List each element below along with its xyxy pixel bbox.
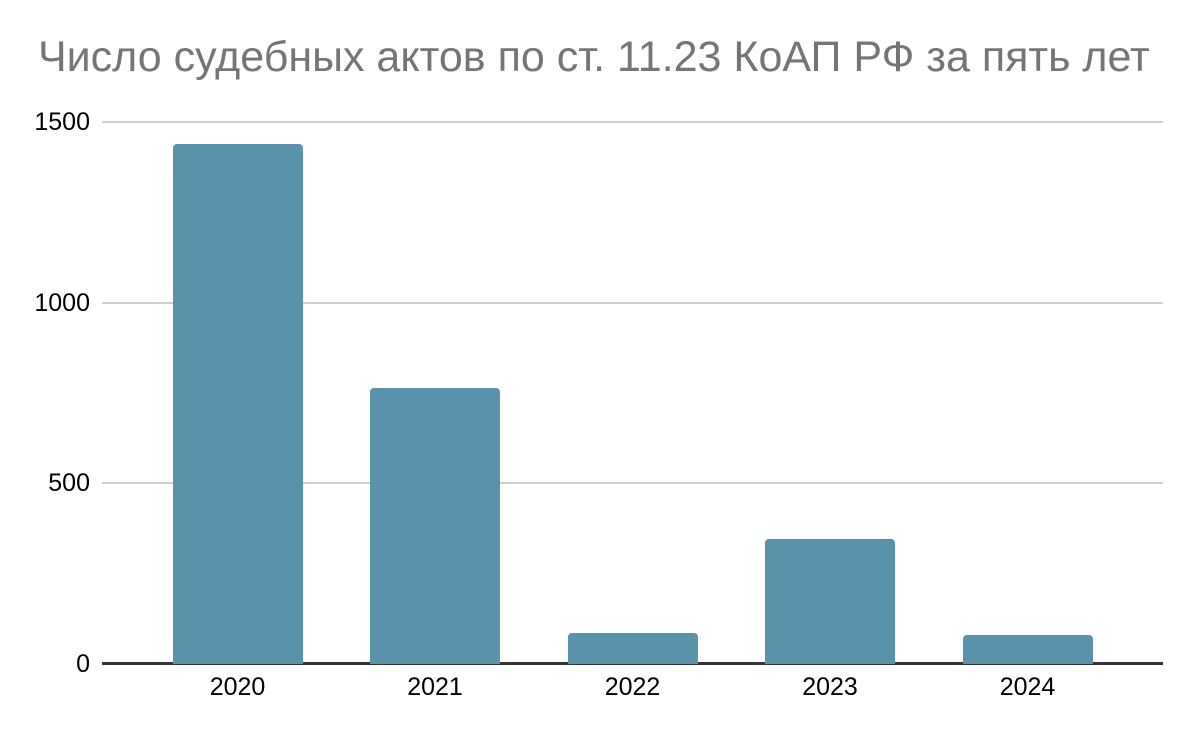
gridline-1000 (102, 301, 1163, 304)
x-tick-label-2020: 2020 (209, 673, 266, 701)
y-tick-label-0: 0 (76, 650, 90, 678)
y-tick-label-1500: 1500 (34, 108, 90, 136)
y-tick-label-500: 500 (48, 469, 90, 498)
x-tick-label-2021: 2021 (407, 673, 463, 701)
bar-2020 (172, 143, 303, 664)
bar-2022 (567, 633, 698, 664)
x-tick-label-2022: 2022 (604, 673, 661, 701)
bar-2023 (765, 539, 895, 664)
bar-2024 (962, 635, 1093, 664)
bar-2021 (370, 387, 500, 664)
plot-area (102, 121, 1163, 665)
y-tick-label-1000: 1000 (34, 288, 90, 317)
gridline-1500 (102, 121, 1163, 123)
x-tick-label-2023: 2023 (802, 673, 858, 701)
x-tick-label-2024: 2024 (999, 673, 1056, 701)
chart-title: Число судебных актов по ст. 11.23 КоАП Р… (38, 33, 1150, 81)
gridline-500 (102, 482, 1163, 485)
